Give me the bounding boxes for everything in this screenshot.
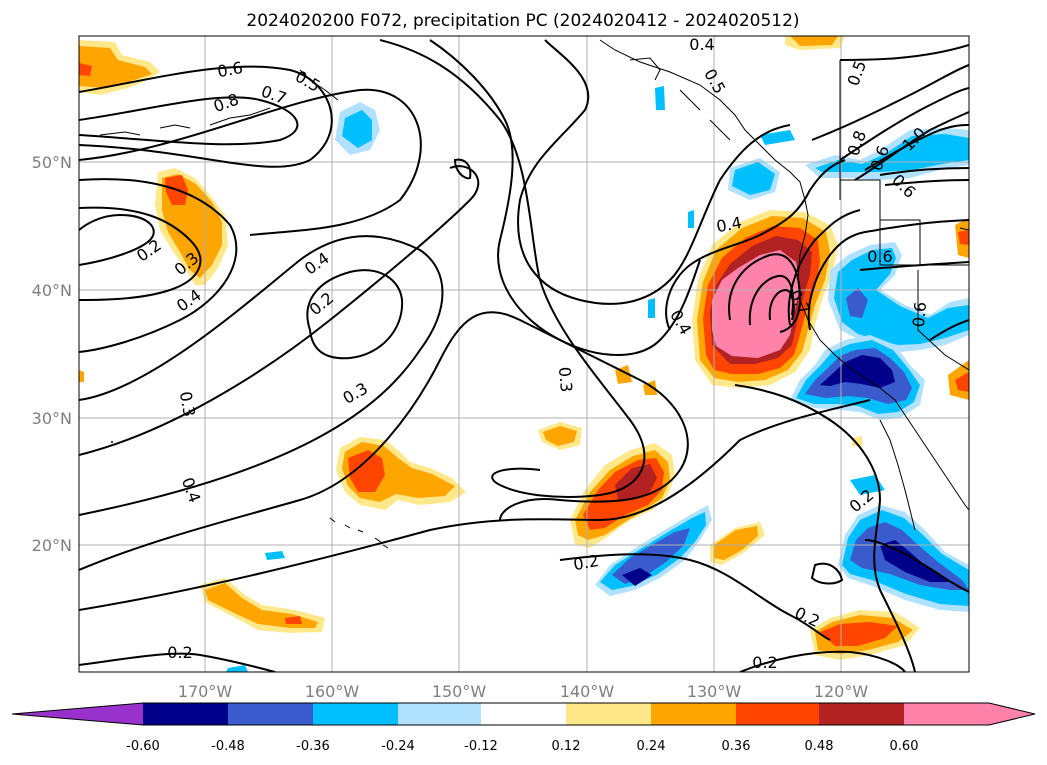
coastlines bbox=[99, 39, 969, 549]
colorbar-bin bbox=[143, 703, 228, 725]
colorbar-bin bbox=[651, 703, 736, 725]
lon-label: 120°W bbox=[814, 682, 869, 701]
longitude-labels: 170°W 160°W 150°W 140°W 130°W 120°W bbox=[178, 682, 869, 701]
lon-label: 140°W bbox=[560, 682, 615, 701]
contour-label: 0.6 bbox=[216, 58, 244, 81]
colorbar-bin bbox=[904, 703, 989, 725]
map-frame bbox=[78, 35, 970, 673]
colorbar-tick-label: 0.36 bbox=[722, 739, 751, 754]
colorbar-outline bbox=[11, 702, 1036, 726]
colorbar-bin bbox=[398, 703, 481, 725]
colorbar-tick-label: -0.12 bbox=[464, 739, 498, 754]
colorbar-tick-label: 0.24 bbox=[637, 739, 666, 754]
lon-label: 150°W bbox=[432, 682, 487, 701]
colorbar-extend-low bbox=[12, 703, 143, 725]
colorbar-bin bbox=[819, 703, 904, 725]
colorbar-bin bbox=[481, 703, 566, 725]
contour-label: 0.3 bbox=[176, 390, 199, 418]
colorbar-bin bbox=[228, 703, 313, 725]
lat-label: 40°N bbox=[32, 281, 72, 300]
colorbar-tick-label: -0.60 bbox=[126, 739, 160, 754]
lon-label: 170°W bbox=[178, 682, 233, 701]
contour-label: 0.4 bbox=[715, 213, 743, 236]
contour-label: 0.6 bbox=[867, 247, 892, 266]
colorbar-extend-high bbox=[989, 703, 1035, 725]
latitude-labels: 50°N 40°N 30°N 20°N bbox=[32, 153, 72, 555]
lat-label: 50°N bbox=[32, 153, 72, 172]
contour-label: 0.2 bbox=[752, 653, 777, 672]
shading-layer bbox=[79, 36, 969, 672]
lon-label: 160°W bbox=[305, 682, 360, 701]
figure-title: 2024020200 F072, precipitation PC (20240… bbox=[246, 11, 799, 31]
contour-label: 0.2 bbox=[572, 551, 600, 574]
colorbar-bin bbox=[736, 703, 819, 725]
contour-label: 0.4 bbox=[689, 35, 714, 54]
colorbar-tick-label: -0.36 bbox=[296, 739, 330, 754]
map-area: 0.6 0.7 0.5 0.8 0.2 0.3 0.4 0.4 0.2 0.3 … bbox=[79, 35, 969, 672]
graticule bbox=[79, 36, 969, 672]
colorbar-tick-label: -0.24 bbox=[381, 739, 415, 754]
colorbar-tick-label: -0.48 bbox=[211, 739, 245, 754]
colorbar-tick-label: 0.60 bbox=[890, 739, 919, 754]
contour-label: 0.2 bbox=[167, 643, 192, 662]
contour-label: 0.3 bbox=[555, 366, 576, 393]
colorbar-tick-label: 0.12 bbox=[552, 739, 581, 754]
colorbar-bin bbox=[313, 703, 398, 725]
lon-label: 130°W bbox=[687, 682, 742, 701]
colorbar-bin bbox=[566, 703, 651, 725]
colorbar-tick-label: 0.48 bbox=[805, 739, 834, 754]
contour-lines bbox=[79, 39, 969, 672]
colorbar: -0.60 -0.48 -0.36 -0.24 -0.12 0.12 0.24 … bbox=[11, 702, 1036, 754]
contour-label: 0.6 bbox=[909, 301, 930, 328]
lat-label: 20°N bbox=[32, 536, 72, 555]
lat-label: 30°N bbox=[32, 409, 72, 428]
